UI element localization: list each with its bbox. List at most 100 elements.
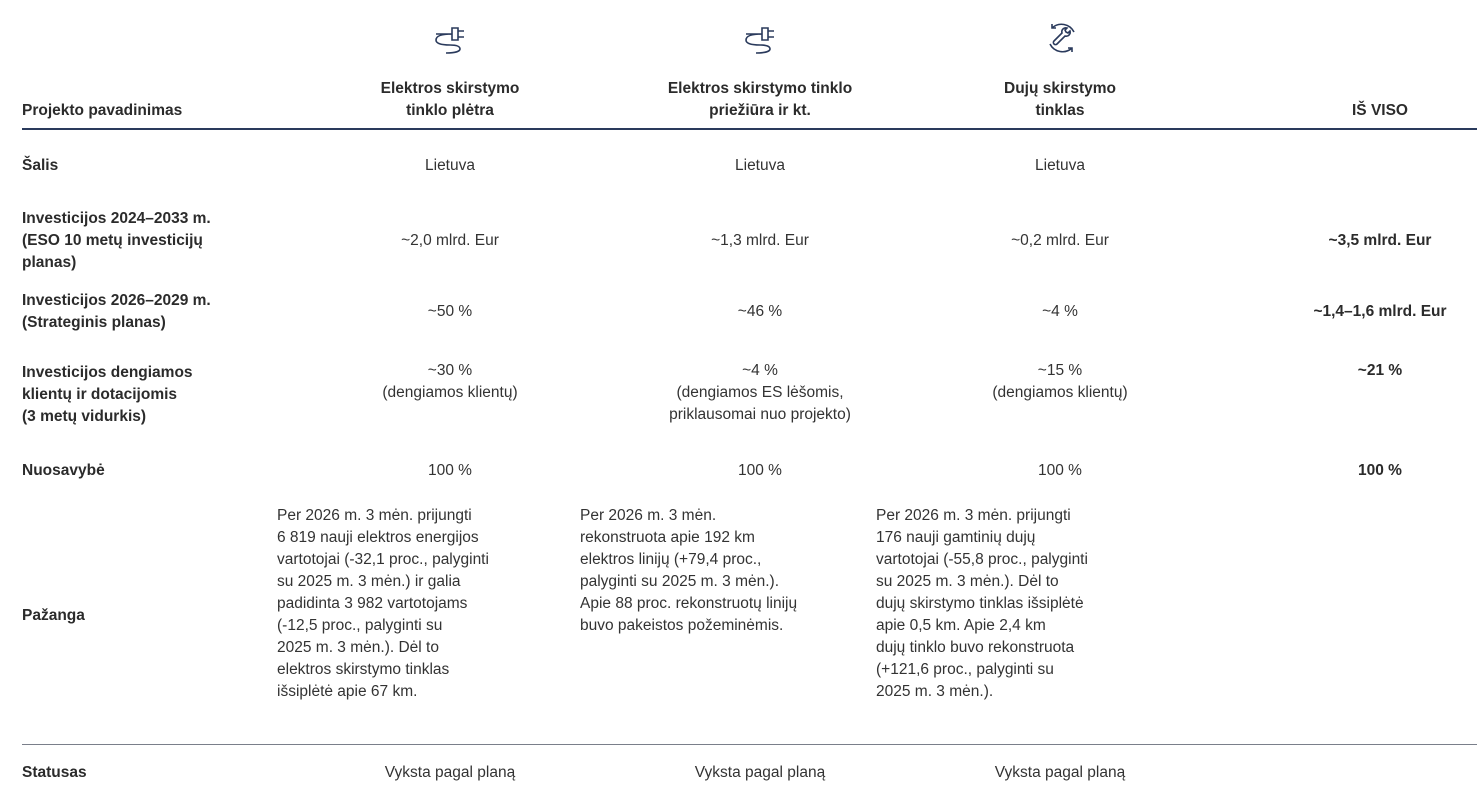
text-line: padidinta 3 982 vartotojams bbox=[277, 595, 468, 612]
text-line: 100 % bbox=[738, 462, 782, 479]
text-line: tinklo plėtra bbox=[406, 102, 494, 119]
text-line: su 2025 m. 3 mėn.) ir galia bbox=[277, 573, 461, 590]
row-label: Pažanga bbox=[22, 505, 272, 727]
cell: ~0,2 mlrd. Eur bbox=[940, 203, 1180, 279]
header-rule bbox=[22, 128, 1477, 130]
text-line: (dengiamos klientų) bbox=[382, 384, 518, 401]
text-line: IŠ VISO bbox=[1352, 102, 1408, 119]
cell: Lietuva bbox=[940, 150, 1180, 182]
text-line: priežiūra ir kt. bbox=[709, 102, 811, 119]
cell: ~4 % bbox=[940, 290, 1180, 334]
text-line: ~46 % bbox=[737, 303, 783, 320]
text-line: ~15 % bbox=[1037, 362, 1083, 379]
cell: Vyksta pagal planą bbox=[620, 758, 900, 788]
text-line: ~2,0 mlrd. Eur bbox=[401, 232, 499, 249]
text-line: ~3,5 mlrd. Eur bbox=[1328, 232, 1432, 249]
text-line: 176 nauji gamtinių dujų bbox=[876, 529, 1036, 546]
row-label: Šalis bbox=[22, 150, 272, 182]
header-cell: Elektros skirstymo tinklo priežiūra ir kt… bbox=[620, 72, 900, 122]
text-line: apie 0,5 km. Apie 2,4 km bbox=[876, 617, 1046, 634]
text-line: (dengiamos ES lėšomis, bbox=[676, 384, 844, 401]
text-line: ~0,2 mlrd. Eur bbox=[1011, 232, 1109, 249]
text-line: (-12,5 proc., palyginti su bbox=[277, 617, 443, 634]
header-cell: Elektros skirstymo tinklo plėtra bbox=[330, 72, 570, 122]
text-line: ~30 % bbox=[427, 362, 473, 379]
header-cell: Projekto pavadinimas bbox=[22, 72, 272, 122]
text-line: 100 % bbox=[428, 462, 472, 479]
cell: Vyksta pagal planą bbox=[940, 758, 1180, 788]
text-line: Apie 88 proc. rekonstruotų linijų bbox=[580, 595, 798, 612]
text-line: ~4 % bbox=[1042, 303, 1078, 320]
text-line: Vyksta pagal planą bbox=[694, 764, 826, 781]
text-line: 6 819 nauji elektros energijos bbox=[277, 529, 479, 546]
cell: ~1,3 mlrd. Eur bbox=[620, 203, 900, 279]
text-line: 100 % bbox=[1358, 462, 1402, 479]
cell bbox=[0, 505, 300, 727]
text-line: Elektros skirstymo tinklo bbox=[667, 80, 853, 97]
text-line: Lietuva bbox=[735, 157, 785, 174]
text-line: buvo pakeistos požeminėmis. bbox=[580, 617, 784, 634]
text-line: ~50 % bbox=[427, 303, 473, 320]
cell: Lietuva bbox=[330, 150, 570, 182]
cell: ~3,5 mlrd. Eur bbox=[1280, 203, 1477, 279]
text-line: (dengiamos klientų) bbox=[992, 384, 1128, 401]
cell: ~15 % (dengiamos klientų) bbox=[940, 360, 1180, 430]
text-line: Vyksta pagal planą bbox=[994, 764, 1126, 781]
cell bbox=[1280, 758, 1477, 788]
text-line: (+121,6 proc., palyginti su bbox=[876, 661, 1054, 678]
cell: Per 2026 m. 3 mėn. prijungti 6 819 nauji … bbox=[277, 505, 577, 727]
text-line: Vyksta pagal planą bbox=[384, 764, 516, 781]
text-line: ~1,4–1,6 mlrd. Eur bbox=[1313, 303, 1447, 320]
cell: Per 2026 m. 3 mėn. rekonstruota apie 192 … bbox=[580, 505, 880, 727]
text-line: priklausomai nuo projekto) bbox=[669, 406, 851, 423]
row-label: Nuosavybė bbox=[22, 455, 272, 487]
cell: ~50 % bbox=[330, 290, 570, 334]
text-line: Per 2026 m. 3 mėn. prijungti bbox=[876, 507, 1071, 524]
wrench-icon bbox=[1049, 23, 1075, 53]
header-cell: IŠ VISO bbox=[1280, 72, 1477, 122]
row-rule bbox=[22, 744, 1477, 745]
row-label: Statusas bbox=[22, 758, 272, 788]
text-line: Elektros skirstymo bbox=[380, 80, 520, 97]
text-line: rekonstruota apie 192 km bbox=[580, 529, 755, 546]
row-label: Investicijos dengiamos klientų ir dotacij… bbox=[22, 360, 272, 430]
text-line: 2025 m. 3 mėn.). bbox=[876, 683, 994, 700]
text-line: tinklas bbox=[1035, 102, 1085, 119]
header-cell: Dujų skirstymo tinklas bbox=[940, 72, 1180, 122]
plug-icon bbox=[745, 27, 774, 54]
row-label: Investicijos 2026–2029 m. (Strateginis pl… bbox=[22, 290, 272, 334]
text-line: Per 2026 m. 3 mėn. bbox=[580, 507, 717, 524]
text-line: (ESO 10 metų investicijų bbox=[22, 232, 203, 249]
text-line: su 2025 m. 3 mėn.). Dėl to bbox=[876, 573, 1059, 590]
text-line: Lietuva bbox=[1035, 157, 1085, 174]
text-line: Investicijos 2024–2033 m. bbox=[22, 210, 211, 227]
text-line: ~21 % bbox=[1357, 362, 1403, 379]
text-line: vartotojai (-32,1 proc., palyginti bbox=[277, 551, 489, 568]
text-line: Dujų skirstymo bbox=[1004, 80, 1116, 97]
cell: Vyksta pagal planą bbox=[330, 758, 570, 788]
cell: 100 % bbox=[940, 455, 1180, 487]
text-line: Investicijos 2026–2029 m. bbox=[22, 292, 211, 309]
cell: ~2,0 mlrd. Eur bbox=[330, 203, 570, 279]
text-line: Per 2026 m. 3 mėn. prijungti bbox=[277, 507, 472, 524]
row-label: Investicijos 2024–2033 m. (ESO 10 metų in… bbox=[22, 203, 272, 279]
text-line: dujų tinklo buvo rekonstruota bbox=[876, 639, 1075, 656]
text-line: Projekto pavadinimas bbox=[22, 102, 183, 119]
text-line: Statusas bbox=[22, 764, 87, 781]
text-line: palyginti su 2025 m. 3 mėn.). bbox=[580, 573, 780, 590]
text-line: (3 metų vidurkis) bbox=[22, 408, 147, 425]
text-line: Pažanga bbox=[22, 607, 85, 624]
text-line: išsiplėtė apie 67 km. bbox=[277, 683, 418, 700]
text-line: klientų ir dotacijomis bbox=[22, 386, 178, 403]
cell bbox=[1280, 150, 1477, 182]
text-line: ~4 % bbox=[742, 362, 778, 379]
cell: 100 % bbox=[620, 455, 900, 487]
text-line: 2025 m. 3 mėn.). Dėl to bbox=[277, 639, 439, 656]
plug-icon bbox=[435, 27, 464, 54]
cell: Per 2026 m. 3 mėn. prijungti 176 nauji ga… bbox=[876, 505, 1176, 727]
cell: ~21 % bbox=[1280, 360, 1477, 430]
cell: ~46 % bbox=[620, 290, 900, 334]
text-line: ~1,3 mlrd. Eur bbox=[711, 232, 809, 249]
text-line: Šalis bbox=[22, 157, 59, 174]
